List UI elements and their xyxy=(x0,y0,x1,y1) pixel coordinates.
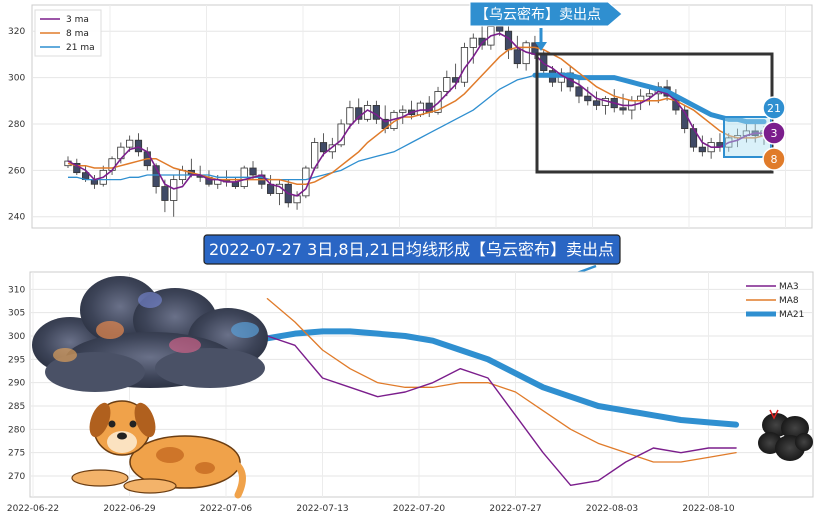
bottom-y-tick-labels: 270 275 280 285 290 295 300 305 310 xyxy=(8,285,25,482)
caption-text: 2022-07-27 3日,8日,21日均线形成【乌云密布】卖出点 xyxy=(209,240,614,259)
candle-body-72 xyxy=(698,146,706,153)
bottom-y-tick-285: 285 xyxy=(8,402,25,412)
candle-body-8 xyxy=(134,139,143,153)
bottom-x-tick-1: 2022-06-29 xyxy=(103,504,156,514)
candle-body-60 xyxy=(593,100,601,106)
dog-illustration xyxy=(71,400,246,499)
marker-21-label: 21 xyxy=(767,102,781,115)
top-line-21ma-highlight xyxy=(532,72,767,125)
marker-3: 3 xyxy=(762,121,786,145)
top-line-8ma xyxy=(67,46,765,186)
candle-body-29 xyxy=(319,142,328,153)
bottom-y-tick-300: 300 xyxy=(8,332,25,342)
candle-body-26 xyxy=(293,195,301,204)
legend-label-MA21: MA21 xyxy=(779,310,804,320)
candle-body-12 xyxy=(170,179,178,201)
legend-label-8ma: 8 ma xyxy=(66,29,89,39)
dark-cloud-icon xyxy=(758,409,813,461)
marker-3-label: 3 xyxy=(771,127,778,140)
top-y-tick-labels: 240 260 280 300 320 xyxy=(8,27,25,223)
bottom-ma-lines xyxy=(264,298,740,487)
bottom-x-tick-6: 2022-08-03 xyxy=(586,504,638,514)
badge-down-arrow xyxy=(535,28,547,51)
top-y-tick-320: 320 xyxy=(8,27,25,37)
candle-body-21 xyxy=(249,167,257,176)
bottom-y-tick-310: 310 xyxy=(8,285,25,295)
bottom-x-tick-0: 2022-06-22 xyxy=(7,504,59,514)
candle-body-49 xyxy=(496,26,504,32)
bottom-y-tick-280: 280 xyxy=(8,425,25,435)
bottom-y-tick-305: 305 xyxy=(8,309,25,319)
top-y-tick-280: 280 xyxy=(8,120,25,130)
top-y-tick-300: 300 xyxy=(8,74,25,84)
storm-cloud-illustration xyxy=(32,276,268,392)
candle-body-11 xyxy=(161,186,169,201)
candle-body-46 xyxy=(469,37,477,48)
bottom-x-tick-2: 2022-07-06 xyxy=(200,504,253,514)
candle-body-10 xyxy=(152,165,160,187)
candle-body-38 xyxy=(399,109,407,113)
top-panel-frame xyxy=(31,4,813,229)
top-grid xyxy=(32,5,812,228)
bottom-x-tick-labels: 2022-06-22 2022-06-29 2022-07-06 2022-07-13… xyxy=(7,504,735,514)
top-badge-label: 【乌云密布】卖出点 xyxy=(475,6,601,23)
candle-body-51 xyxy=(513,49,521,65)
bottom-line-ma3 xyxy=(266,335,737,487)
bottom-x-tick-5: 2022-07-27 xyxy=(489,504,541,514)
candle-body-30 xyxy=(328,144,336,153)
bottom-y-tick-270: 270 xyxy=(8,472,25,482)
bottom-line-ma8 xyxy=(266,298,737,463)
bottom-legend: MA3 MA8 MA21 xyxy=(746,282,804,320)
bottom-x-tick-7: 2022-08-10 xyxy=(682,504,735,514)
top-line-3ma xyxy=(67,32,764,197)
candle-body-58 xyxy=(575,86,583,97)
legend-label-MA3: MA3 xyxy=(779,282,799,292)
bottom-x-tick-4: 2022-07-20 xyxy=(393,504,446,514)
bottom-line-ma21 xyxy=(264,328,740,428)
top-ma-lines xyxy=(67,32,767,197)
top-legend: 3 ma 8 ma 21 ma xyxy=(34,9,102,57)
candle-body-59 xyxy=(584,95,592,102)
marker-21: 21 xyxy=(762,96,786,120)
caption-banner: 2022-07-27 3日,8日,21日均线形成【乌云密布】卖出点 xyxy=(203,234,621,265)
bottom-y-tick-295: 295 xyxy=(8,355,25,365)
marker-8: 8 xyxy=(762,147,786,171)
top-y-tick-240: 240 xyxy=(8,213,25,223)
candle-body-7 xyxy=(126,139,134,148)
bottom-y-tick-290: 290 xyxy=(8,379,25,389)
marker-8-label: 8 xyxy=(771,153,778,166)
candle-body-40 xyxy=(416,102,425,116)
legend-label-3ma: 3 ma xyxy=(66,15,89,25)
top-y-tick-260: 260 xyxy=(8,166,25,176)
candle-body-47 xyxy=(478,37,486,46)
bottom-y-tick-275: 275 xyxy=(8,449,25,459)
candle-body-32 xyxy=(346,107,354,125)
bottom-x-tick-3: 2022-07-13 xyxy=(296,504,348,514)
legend-label-MA8: MA8 xyxy=(779,296,799,306)
top-badge: 【乌云密布】卖出点 xyxy=(469,1,623,27)
candle-body-43 xyxy=(443,77,451,92)
legend-label-21ma: 21 ma xyxy=(66,43,95,53)
candle-body-63 xyxy=(619,107,627,111)
